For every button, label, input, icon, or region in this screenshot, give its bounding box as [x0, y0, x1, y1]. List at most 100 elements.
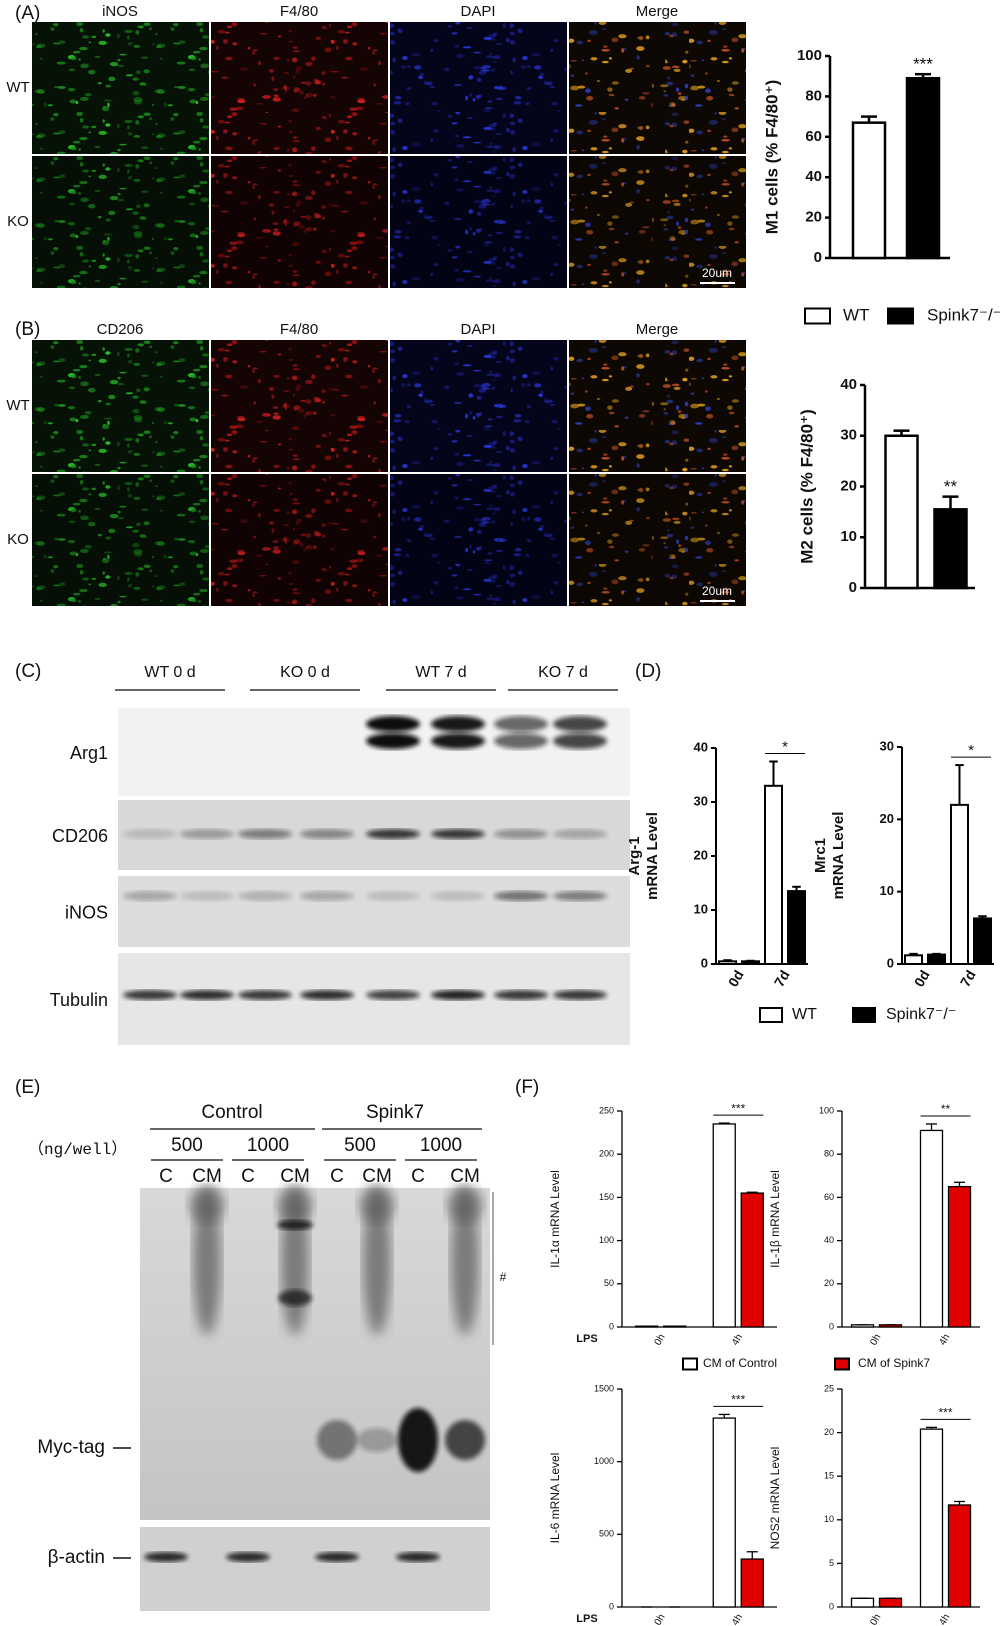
row-label: KO	[7, 531, 29, 548]
unit-label: （ng/well）	[28, 1140, 127, 1159]
lane-label: CM	[450, 1166, 480, 1187]
micrograph	[211, 22, 388, 154]
micrograph	[32, 340, 209, 472]
bar	[740, 1558, 764, 1608]
y-tick-label: 10	[694, 901, 708, 916]
protein-label: Tubulin	[50, 990, 108, 1010]
micrograph	[390, 22, 567, 154]
significance-label: ***	[938, 1406, 952, 1420]
micrograph	[32, 156, 209, 288]
blot-band	[366, 891, 420, 901]
micrograph	[569, 22, 746, 154]
x-tick-label: 0h	[868, 1332, 883, 1347]
bar	[973, 917, 992, 965]
micrograph-image	[390, 474, 567, 606]
x-tick-label: 7d	[771, 967, 793, 989]
micrograph	[211, 156, 388, 288]
blot-band	[431, 990, 485, 1000]
blot-band	[300, 990, 354, 1000]
bar	[947, 1185, 972, 1328]
group-label: KO 7 d	[538, 664, 588, 681]
legend-label: WT	[843, 305, 869, 324]
y-tick-label: 80	[805, 87, 822, 104]
bracket-mark: #	[500, 1270, 507, 1284]
panel-label: (C)	[15, 661, 41, 682]
y-tick-label: 30	[880, 738, 894, 753]
bar	[919, 1428, 944, 1608]
blot-band	[553, 716, 607, 732]
myc-band	[357, 1428, 397, 1452]
significance-label: ***	[731, 1393, 745, 1407]
y-tick-label: 40	[694, 739, 708, 754]
protein-label: Myc-tag	[37, 1437, 105, 1458]
smear	[451, 1185, 479, 1335]
blot-band	[431, 716, 485, 732]
bar	[764, 784, 783, 965]
micrograph	[569, 156, 746, 288]
bar	[718, 960, 737, 965]
scale-bar-label: 20um	[702, 266, 732, 280]
x-tick-label: 4h	[937, 1332, 952, 1347]
x-tick-label: 0h	[653, 1612, 668, 1626]
x-tick-label: 0d	[725, 967, 747, 989]
lane-label: CM	[362, 1166, 392, 1187]
y-tick-label: 10	[824, 1514, 834, 1524]
micrograph	[32, 474, 209, 606]
legend-swatch	[804, 307, 831, 325]
column-label: DAPI	[460, 321, 495, 338]
column-label: F4/80	[280, 3, 318, 20]
y-axis-label: mRNA Level	[644, 812, 661, 900]
bar	[927, 953, 946, 966]
y-tick-label: 0	[609, 1321, 614, 1331]
y-tick-label: 150	[599, 1192, 614, 1202]
y-tick-label: 10	[840, 528, 857, 545]
y-tick-label: 20	[824, 1427, 834, 1437]
protein-label: β-actin	[48, 1547, 105, 1568]
micrograph-shade	[569, 474, 746, 606]
bar	[787, 890, 806, 965]
y-tick-label: 0	[701, 955, 708, 970]
x-tick-label: 7d	[957, 967, 979, 989]
legend-label: CM of Control	[703, 1356, 777, 1370]
panel-label: (B)	[15, 319, 40, 340]
smear-top	[189, 1187, 225, 1223]
legend-label: Spink7⁻/⁻	[886, 1006, 956, 1023]
y-tick-label: 20	[824, 1278, 834, 1288]
group-label: WT 7 d	[415, 664, 466, 681]
protein-label: iNOS	[65, 902, 108, 922]
y-tick-label: 500	[599, 1529, 614, 1539]
smear-top	[277, 1187, 313, 1223]
micrograph-image	[390, 22, 567, 154]
blot-band	[494, 716, 548, 732]
micrograph-image	[32, 156, 209, 288]
blot-band	[494, 891, 548, 901]
y-tick-label: 20	[694, 847, 708, 862]
micrograph	[569, 340, 746, 472]
blot-band	[431, 829, 485, 839]
micrograph-image	[211, 22, 388, 154]
bar	[712, 1417, 736, 1608]
bar	[740, 1192, 764, 1328]
y-tick-label: 20	[840, 477, 857, 494]
scale-bar-label: 20um	[702, 584, 732, 598]
blot-band	[300, 829, 354, 839]
micrograph-image	[390, 340, 567, 472]
group-label: Control	[201, 1102, 262, 1123]
significance-label: **	[941, 1102, 951, 1116]
blot-band	[238, 990, 292, 1000]
legend-swatch	[759, 1007, 783, 1023]
micrograph-shade	[390, 156, 567, 288]
micrograph	[211, 340, 388, 472]
bar	[905, 76, 941, 260]
panel-label: (A)	[15, 3, 40, 24]
x-tick-label: 4h	[730, 1332, 745, 1347]
row-label: WT	[6, 79, 29, 96]
y-tick-label: 5	[829, 1558, 834, 1568]
y-tick-label: 30	[840, 427, 857, 444]
blot-strip	[140, 1527, 490, 1611]
smear	[193, 1185, 221, 1335]
column-label: DAPI	[460, 3, 495, 20]
legend-swatch	[834, 1357, 850, 1371]
x-prefix: LPS	[576, 1333, 597, 1345]
